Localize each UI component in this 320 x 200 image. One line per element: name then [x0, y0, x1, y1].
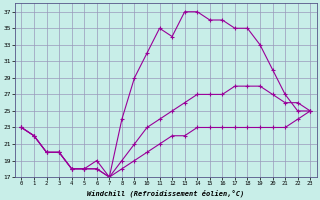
- X-axis label: Windchill (Refroidissement éolien,°C): Windchill (Refroidissement éolien,°C): [87, 189, 244, 197]
